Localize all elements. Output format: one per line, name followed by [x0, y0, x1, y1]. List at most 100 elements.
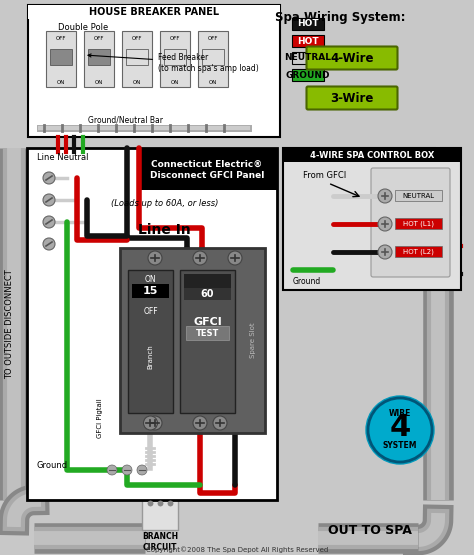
Bar — [88, 49, 110, 65]
Bar — [395, 190, 442, 201]
Circle shape — [43, 172, 55, 184]
Circle shape — [193, 251, 207, 265]
Text: OFF: OFF — [170, 36, 180, 41]
Text: Feed Breaker
(to match spa's amp load): Feed Breaker (to match spa's amp load) — [88, 53, 259, 73]
Bar — [198, 31, 228, 87]
Text: GFCI: GFCI — [193, 317, 222, 327]
Text: TEST: TEST — [196, 329, 219, 337]
Text: 4-WIRE SPA CONTROL BOX: 4-WIRE SPA CONTROL BOX — [310, 150, 434, 159]
Bar — [122, 31, 152, 87]
Bar — [395, 246, 442, 257]
Bar — [28, 5, 280, 137]
Text: ON: ON — [145, 275, 156, 285]
FancyBboxPatch shape — [307, 87, 398, 109]
Bar — [292, 52, 324, 64]
Bar — [186, 326, 229, 340]
Bar — [27, 148, 277, 500]
Bar — [126, 49, 148, 65]
Circle shape — [378, 245, 392, 259]
Text: (Loads up to 60A, or less): (Loads up to 60A, or less) — [111, 199, 218, 208]
Circle shape — [43, 238, 55, 250]
Bar — [292, 35, 324, 47]
Text: OFF: OFF — [143, 307, 158, 316]
Circle shape — [378, 189, 392, 203]
Text: Copyright©2008 The Spa Depot All Rights Reserved: Copyright©2008 The Spa Depot All Rights … — [146, 547, 328, 553]
Circle shape — [368, 398, 432, 462]
Text: 60: 60 — [201, 289, 214, 299]
Text: 4: 4 — [389, 413, 410, 442]
Circle shape — [148, 251, 162, 265]
Bar — [184, 274, 231, 288]
Bar — [180, 270, 235, 413]
Text: OFF: OFF — [56, 36, 66, 41]
Circle shape — [228, 251, 242, 265]
Text: Ground: Ground — [37, 461, 68, 470]
Text: BRANCH
CIRCUIT: BRANCH CIRCUIT — [142, 532, 178, 552]
Text: Connecticut Electric®: Connecticut Electric® — [151, 159, 263, 168]
Circle shape — [43, 216, 55, 228]
Text: GFCI Pigtail: GFCI Pigtail — [97, 398, 103, 438]
Text: HOT: HOT — [297, 37, 319, 46]
Text: Line In: Line In — [138, 223, 191, 237]
Circle shape — [43, 194, 55, 206]
Circle shape — [144, 416, 157, 430]
Circle shape — [107, 465, 117, 475]
Bar — [128, 270, 173, 413]
Bar — [46, 31, 76, 87]
Text: Double Pole: Double Pole — [58, 23, 108, 32]
Circle shape — [137, 465, 147, 475]
Circle shape — [378, 217, 392, 231]
Bar — [142, 500, 178, 530]
Bar — [139, 148, 277, 190]
Text: From GFCI: From GFCI — [303, 171, 346, 180]
Text: 4-Wire: 4-Wire — [330, 52, 374, 64]
Bar — [283, 148, 461, 162]
Text: Connecticut Electric®: Connecticut Electric® — [151, 159, 263, 169]
Bar — [395, 218, 442, 229]
Text: Spa Wiring System:: Spa Wiring System: — [275, 12, 405, 24]
Text: ON: ON — [57, 79, 65, 84]
Text: NEUTRAL: NEUTRAL — [402, 193, 435, 199]
Text: Disconnect GFCI Panel: Disconnect GFCI Panel — [150, 170, 264, 179]
Circle shape — [193, 416, 207, 430]
Text: OFF: OFF — [94, 36, 104, 41]
Text: OFF: OFF — [132, 36, 142, 41]
Bar — [132, 284, 169, 298]
Text: ON: ON — [95, 79, 103, 84]
Bar — [50, 49, 72, 65]
Text: ON: ON — [209, 79, 217, 84]
Text: Ground/Neutral Bar: Ground/Neutral Bar — [88, 115, 163, 124]
Bar — [184, 288, 231, 300]
Text: Ground: Ground — [293, 278, 321, 286]
Text: HOT (L1): HOT (L1) — [403, 220, 434, 227]
FancyBboxPatch shape — [371, 168, 450, 277]
Text: Disconnect GFCI Panel: Disconnect GFCI Panel — [150, 171, 264, 180]
Circle shape — [213, 416, 227, 430]
Circle shape — [366, 396, 434, 464]
Bar — [164, 49, 186, 65]
Text: NEUTRAL: NEUTRAL — [284, 53, 331, 63]
Text: WIRE: WIRE — [389, 410, 411, 418]
Text: OFF: OFF — [208, 36, 218, 41]
Circle shape — [122, 465, 132, 475]
Text: HOUSE BREAKER PANEL: HOUSE BREAKER PANEL — [89, 7, 219, 17]
Text: OUT TO SPA: OUT TO SPA — [328, 523, 412, 537]
Bar — [84, 31, 114, 87]
Text: 3-Wire: 3-Wire — [330, 92, 374, 104]
Bar — [292, 18, 324, 30]
Text: HOT (L2): HOT (L2) — [403, 248, 434, 255]
Text: HOT: HOT — [297, 19, 319, 28]
FancyBboxPatch shape — [307, 47, 398, 69]
Text: ON: ON — [133, 79, 141, 84]
Text: GROUND: GROUND — [286, 70, 330, 79]
Bar — [28, 5, 280, 19]
Text: ON: ON — [171, 79, 179, 84]
Bar — [160, 31, 190, 87]
Text: TO OUTSIDE DISCONNECT: TO OUTSIDE DISCONNECT — [6, 269, 15, 379]
Bar — [120, 248, 265, 433]
Text: SYSTEM: SYSTEM — [383, 441, 417, 451]
Bar — [283, 148, 461, 290]
Text: Branch: Branch — [147, 344, 154, 369]
Text: Line Neutral: Line Neutral — [37, 154, 89, 163]
Bar — [292, 69, 324, 81]
